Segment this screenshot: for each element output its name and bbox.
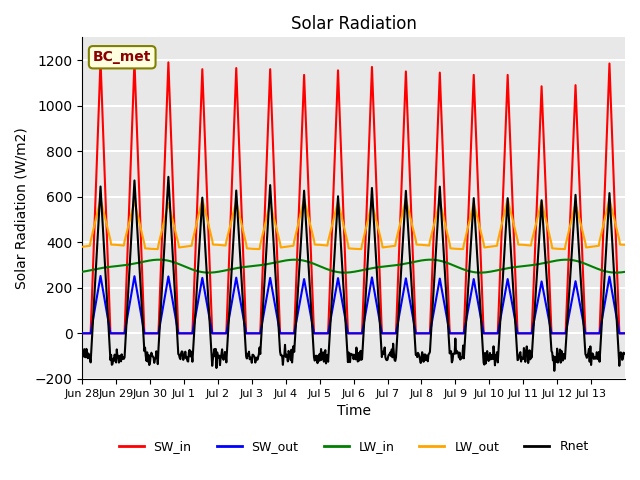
Legend: SW_in, SW_out, LW_in, LW_out, Rnet: SW_in, SW_out, LW_in, LW_out, Rnet bbox=[113, 435, 593, 458]
Y-axis label: Solar Radiation (W/m2): Solar Radiation (W/m2) bbox=[15, 127, 29, 289]
Title: Solar Radiation: Solar Radiation bbox=[291, 15, 417, 33]
X-axis label: Time: Time bbox=[337, 404, 371, 418]
Text: BC_met: BC_met bbox=[93, 50, 152, 64]
